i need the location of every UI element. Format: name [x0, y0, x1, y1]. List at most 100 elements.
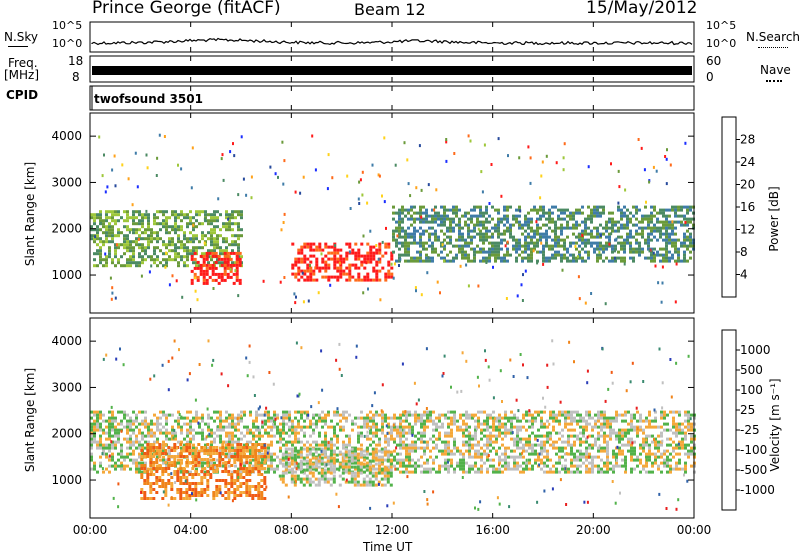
velocity-cell	[182, 455, 186, 458]
velocity-cell	[591, 461, 594, 465]
velocity-cell	[393, 458, 396, 462]
power-cell	[464, 211, 467, 215]
velocity-cell	[164, 494, 168, 497]
power-cell	[138, 219, 141, 223]
velocity-cell	[102, 428, 105, 432]
power-cell	[596, 247, 599, 251]
power-cell	[171, 249, 174, 253]
power-cell	[219, 252, 222, 256]
power-cell	[533, 205, 536, 209]
velocity-cell	[588, 446, 591, 450]
velocity-cell	[603, 422, 606, 426]
power-cell	[452, 217, 455, 221]
velocity-cell	[483, 428, 486, 432]
power-cell	[503, 217, 506, 221]
power-cell	[425, 217, 428, 221]
power-cell	[226, 275, 230, 279]
velocity-cell	[129, 416, 132, 420]
velocity-cell	[486, 428, 489, 432]
velocity-cell	[201, 464, 204, 468]
velocity-cell	[606, 455, 609, 459]
power-cell	[449, 208, 452, 212]
velocity-cell	[192, 437, 195, 441]
power-cell	[333, 266, 337, 270]
power-cell	[159, 261, 162, 265]
power-cell	[102, 240, 105, 244]
power-cell	[518, 247, 521, 251]
velocity-cell	[600, 413, 603, 417]
power-cell	[168, 240, 171, 244]
power-cell	[336, 275, 340, 279]
velocity-cell	[402, 464, 405, 468]
power-cell	[395, 241, 398, 245]
power-cell	[108, 216, 111, 220]
velocity-cell	[555, 431, 558, 435]
velocity-cell	[291, 431, 294, 435]
velocity-cell	[669, 410, 672, 414]
power-cell	[602, 226, 605, 230]
velocity-cell	[576, 458, 579, 462]
velocity-cell	[339, 452, 342, 456]
velocity-cell	[513, 443, 516, 447]
power-cell	[416, 259, 419, 263]
velocity-cell	[453, 410, 456, 414]
power-cell	[605, 256, 608, 260]
power-cell	[575, 259, 578, 263]
power-cell	[584, 223, 587, 227]
power-cell	[509, 205, 512, 209]
power-cell	[584, 259, 587, 263]
velocity-cell	[537, 458, 540, 462]
power-cell	[147, 234, 150, 238]
velocity-cell	[203, 452, 207, 455]
velocity-cell	[537, 443, 540, 447]
power-cell	[234, 216, 237, 220]
velocity-cell	[558, 461, 561, 465]
velocity-cell	[483, 422, 486, 426]
power-cell	[153, 252, 156, 256]
velocity-cell	[519, 455, 522, 459]
power-cell	[677, 250, 680, 254]
velocity-cell	[132, 419, 135, 423]
power-cell	[201, 210, 204, 214]
velocity-cell	[170, 461, 174, 464]
velocity-cell	[498, 425, 501, 429]
velocity-cell	[540, 467, 543, 471]
velocity-cell	[540, 425, 543, 429]
velocity-cell	[182, 449, 186, 452]
velocity-cell	[498, 455, 501, 459]
velocity-cell	[522, 446, 525, 450]
velocity-cell	[609, 419, 612, 423]
velocity-cell	[588, 461, 591, 465]
power-cell	[575, 247, 578, 251]
power-cell	[297, 278, 301, 282]
power-cell	[581, 241, 584, 245]
power-cell	[309, 266, 313, 270]
power-cell	[536, 238, 539, 242]
power-cell	[171, 225, 174, 229]
power-cell	[135, 243, 138, 247]
velocity-cell	[297, 440, 300, 444]
power-cell	[635, 229, 638, 233]
power-cell	[491, 244, 494, 248]
velocity-cell	[402, 419, 405, 423]
velocity-cell	[264, 428, 267, 432]
velocity-cell	[206, 482, 210, 485]
power-cell	[590, 235, 593, 239]
velocity-cell	[348, 413, 351, 417]
velocity-cell	[242, 482, 246, 485]
power-cell	[504, 244, 507, 248]
velocity-cell	[516, 428, 519, 432]
velocity-cell	[438, 470, 441, 474]
velocity-cell	[231, 425, 234, 429]
power-cell	[611, 226, 614, 230]
power-cell	[189, 237, 192, 241]
velocity-cell	[423, 425, 426, 429]
velocity-cell	[678, 422, 681, 426]
power-cell	[419, 259, 422, 263]
power-cell	[578, 211, 581, 215]
power-cell	[141, 219, 144, 223]
power-cell	[324, 269, 328, 273]
power-cell	[446, 217, 449, 221]
power-cell	[518, 253, 521, 257]
velocity-cell	[600, 410, 603, 414]
